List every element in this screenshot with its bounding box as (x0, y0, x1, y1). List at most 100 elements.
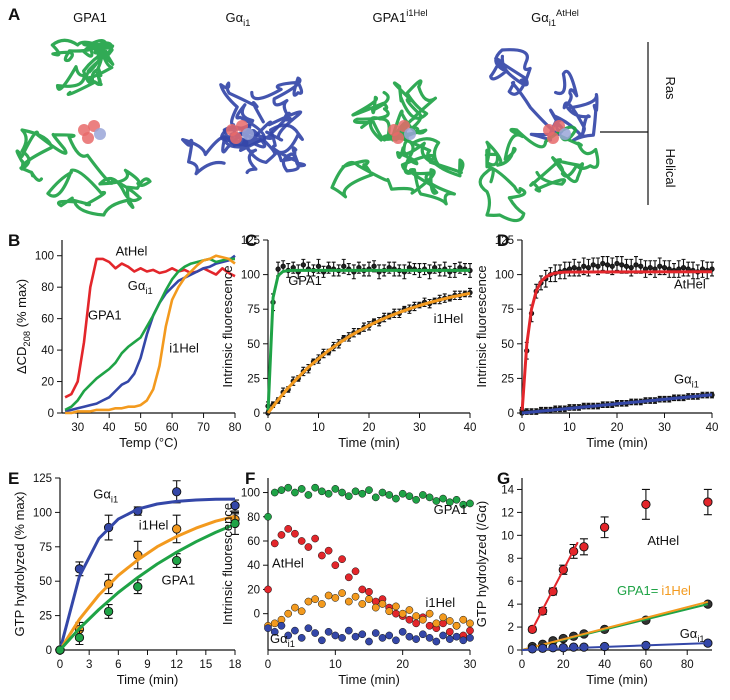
data-point (398, 489, 407, 498)
data-point (304, 543, 313, 551)
series-name: GPA1 (617, 583, 651, 598)
data-point (284, 483, 293, 492)
data-point (270, 539, 279, 548)
data-point (338, 555, 346, 564)
y-axis-label-part: (% max) (14, 279, 29, 331)
x-axis-label: Time (min) (338, 672, 400, 687)
data-point (358, 489, 367, 498)
y-tick-label: 50 (501, 339, 514, 351)
data-point (284, 609, 293, 618)
series-label: GPA1 (162, 573, 196, 588)
y-tick-label: 0 (254, 408, 260, 420)
data-point (439, 613, 447, 622)
data-point (466, 634, 474, 642)
data-point (371, 493, 380, 502)
y-tick-label: 50 (247, 339, 260, 351)
nucleotide (392, 132, 404, 144)
data-point (412, 495, 420, 504)
data-point (291, 529, 299, 538)
y-tick-label: 0 (508, 408, 514, 420)
fit-line (266, 268, 470, 414)
data-point (585, 265, 592, 271)
x-tick-label: 30 (413, 422, 426, 434)
series-name: GPA1 (88, 308, 122, 323)
series-name: i1Hel (169, 340, 199, 355)
data-point (581, 263, 587, 269)
data-point (709, 266, 715, 272)
x-tick-label: 20 (611, 422, 624, 434)
data-point (230, 500, 240, 511)
series-label: GPA1= i1Hel (617, 583, 691, 598)
data-point (571, 265, 577, 271)
y-tick-label: 100 (35, 251, 54, 263)
data-point (385, 631, 394, 640)
series-line (64, 257, 236, 399)
structure-label-part: GPA1 (73, 10, 107, 25)
data-point (264, 585, 272, 594)
x-tick-label: 60 (640, 659, 653, 671)
data-point (385, 491, 394, 499)
structure-label: GPA1 (73, 10, 107, 25)
y-tick-label: 25 (39, 611, 52, 623)
x-axis-label: Temp (°C) (119, 435, 178, 450)
nucleotide (82, 132, 94, 144)
fit-line (58, 497, 236, 651)
data-point (459, 615, 468, 624)
data-point (324, 627, 333, 636)
data-point (614, 260, 620, 267)
y-axis-label: Intrinsic fluorescence (474, 265, 489, 387)
data-point (604, 262, 611, 268)
y-axis-label: ΔCD208 (% max) (14, 279, 32, 374)
data-point (351, 567, 360, 576)
y-tick-label: 60 (247, 536, 260, 548)
series-label: Gαi1 (270, 631, 295, 649)
series-label: GPA1 (288, 273, 322, 288)
series-name-sub: i1 (697, 634, 704, 644)
data-point (318, 551, 326, 560)
nucleotide (547, 132, 559, 144)
data-point (371, 629, 380, 637)
series-name: Gα (128, 278, 146, 293)
data-point (351, 632, 360, 641)
data-point (304, 597, 313, 606)
series-label: Gαi1 (128, 278, 153, 296)
x-tick-label: 30 (658, 422, 671, 434)
data-point (579, 542, 589, 552)
data-point (341, 263, 347, 269)
data-point (657, 263, 663, 269)
y-axis-label: GTP hydrolyzed (% max) (12, 492, 27, 637)
series-name: Gα (93, 487, 111, 502)
data-point (405, 632, 414, 641)
structure-label-part: Gα (226, 10, 244, 25)
data-point (304, 491, 313, 499)
y-tick-label: 20 (247, 584, 260, 596)
data-point (619, 262, 625, 268)
series-name: Gα (674, 372, 692, 387)
y-tick-label: 75 (501, 304, 514, 316)
panel-letter: A (8, 5, 20, 24)
y-tick-label: 50 (39, 576, 52, 588)
fit-line (521, 642, 708, 651)
y-tick-label: 0 (46, 645, 52, 657)
series-line (65, 254, 236, 415)
data-point (445, 635, 454, 643)
fit-line (58, 514, 236, 651)
data-point (371, 603, 380, 612)
x-axis-label-part: Temp (°C) (119, 435, 178, 450)
data-point (419, 491, 427, 499)
data-point (318, 487, 326, 496)
data-point (318, 636, 326, 645)
data-point (365, 637, 373, 646)
series-label: GPA1 (434, 502, 468, 517)
data-point (264, 624, 272, 633)
series-label: Gαi1 (93, 487, 118, 505)
y-axis-label-part: Intrinsic fluorescence (220, 265, 235, 387)
y-tick-label: 125 (33, 473, 52, 485)
structure-label-part: i1Hel (406, 8, 427, 18)
x-tick-label: 40 (598, 659, 611, 671)
data-point (680, 265, 687, 271)
data-point (277, 486, 286, 494)
series-name: i1Hel (139, 518, 169, 533)
data-point (331, 594, 340, 602)
